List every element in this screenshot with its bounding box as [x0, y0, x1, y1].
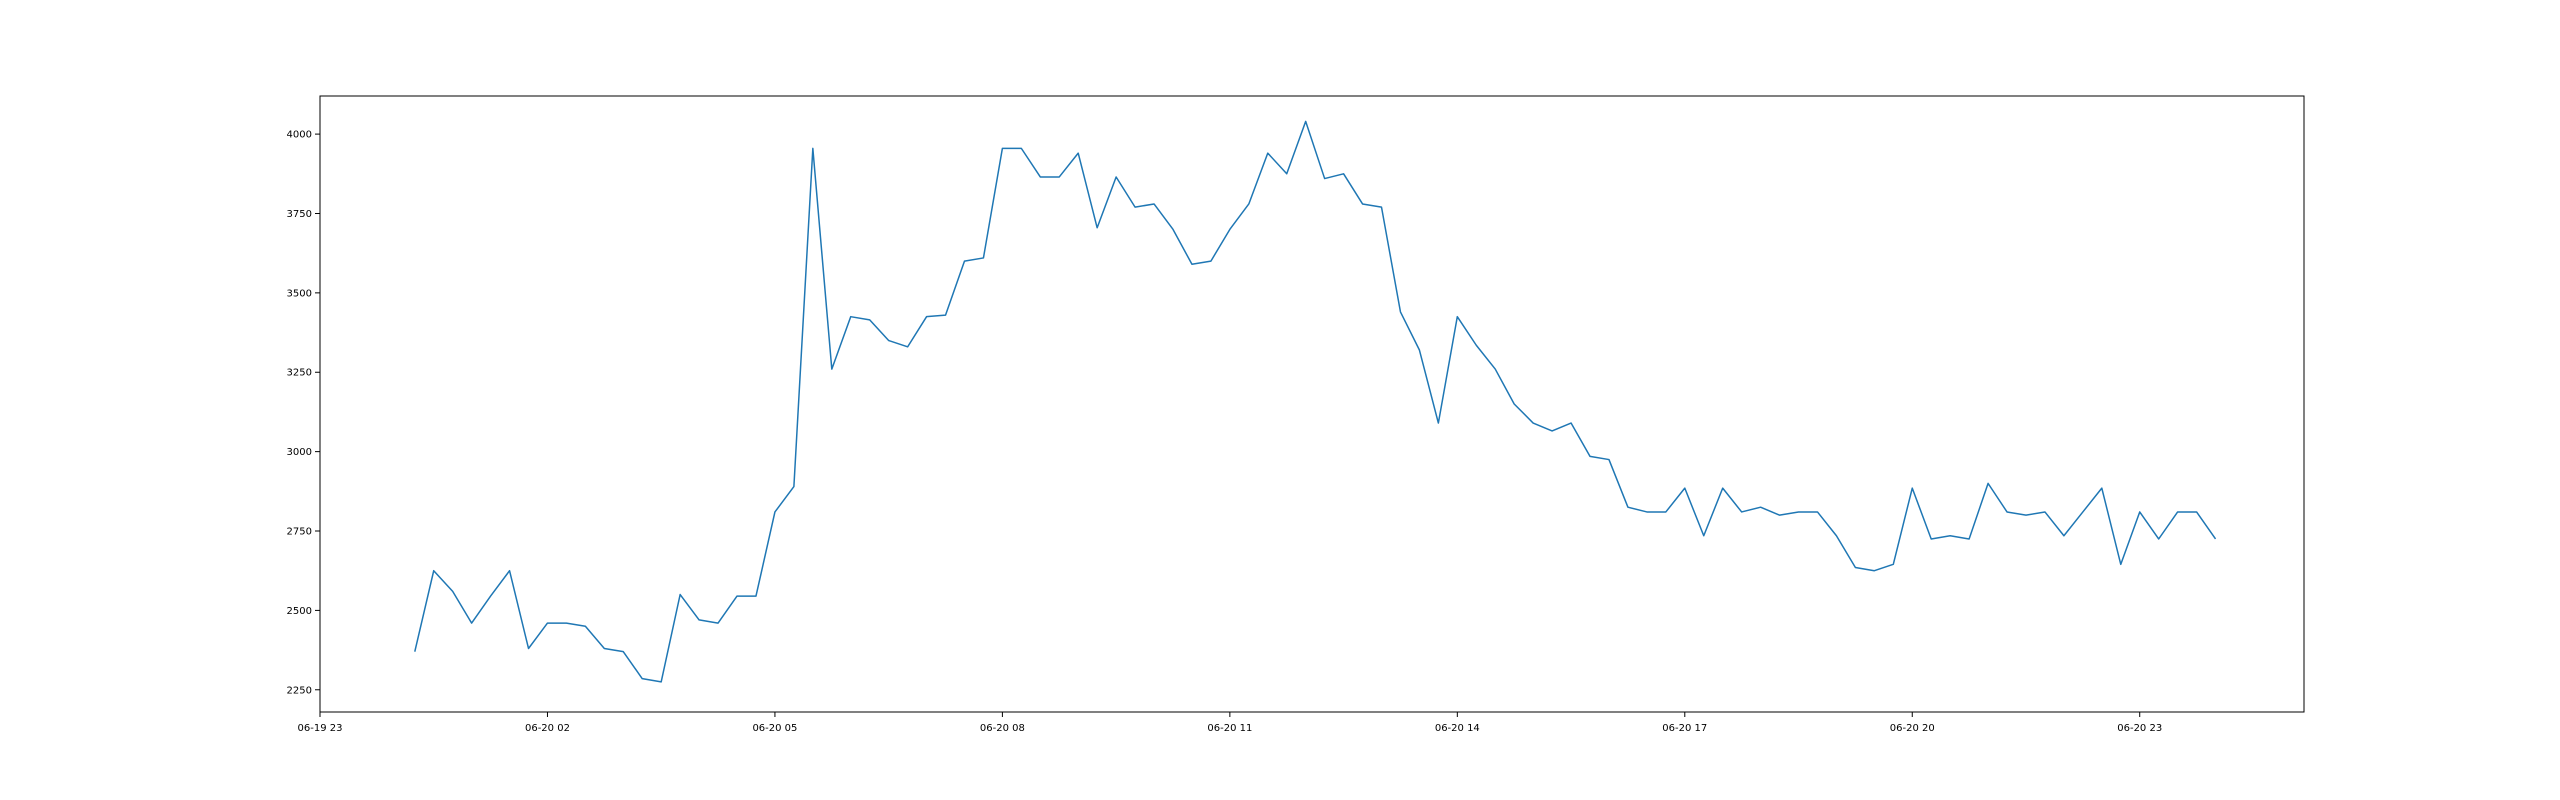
- x-tick-label-0: 06-19 23: [298, 723, 343, 734]
- x-tick-label-4: 06-20 11: [1207, 723, 1252, 734]
- y-tick-label-7: 4000: [287, 130, 312, 141]
- y-tick-label-1: 2500: [287, 606, 312, 617]
- axes-frame: [319, 95, 2305, 713]
- y-tick-label-5: 3500: [287, 288, 312, 299]
- plot-area: [414, 120, 2217, 683]
- x-tick-label-3: 06-20 08: [980, 723, 1025, 734]
- x-tick-label-2: 06-20 05: [752, 723, 797, 734]
- x-axis: 06-19 23 06-20 02 06-20 05 06-20 08 06-20 11…: [298, 712, 2162, 734]
- x-tick-label-1: 06-20 02: [525, 723, 570, 734]
- y-tick-label-0: 2250: [287, 685, 312, 696]
- series-line-0: [414, 120, 2217, 683]
- x-tick-label-7: 06-20 20: [1890, 723, 1935, 734]
- y-axis: 2250 2500 2750 3000 3250 3500 3750 4000: [287, 130, 320, 696]
- y-tick-label-6: 3750: [287, 209, 312, 220]
- x-tick-label-5: 06-20 14: [1435, 723, 1480, 734]
- y-tick-label-2: 2750: [287, 527, 312, 538]
- x-tick-label-8: 06-20 23: [2117, 723, 2162, 734]
- y-tick-label-3: 3000: [287, 447, 312, 458]
- y-tick-label-4: 3250: [287, 368, 312, 379]
- x-tick-label-6: 06-20 17: [1662, 723, 1707, 734]
